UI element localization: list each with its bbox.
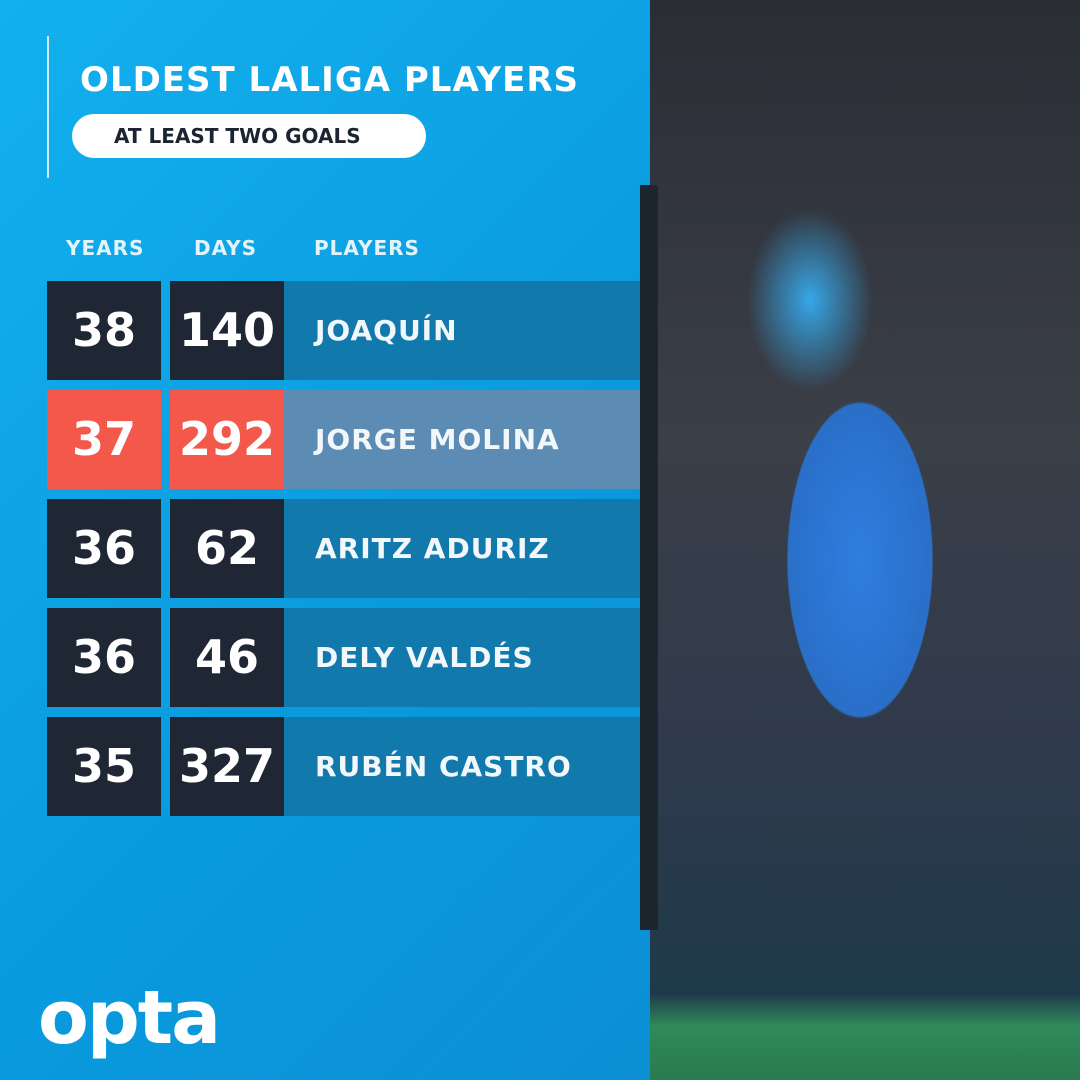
days-cell: 292 <box>170 390 284 489</box>
row-band <box>284 717 640 816</box>
header-years: YEARS <box>66 236 145 260</box>
player-name: ARITZ ADURIZ <box>315 532 550 565</box>
days-cell: 46 <box>170 608 284 707</box>
days-cell: 327 <box>170 717 284 816</box>
days-cell: 140 <box>170 281 284 380</box>
player-name: DELY VALDÉS <box>315 641 534 674</box>
years-cell: 36 <box>47 608 161 707</box>
header-days: DAYS <box>194 236 258 260</box>
opta-logo: opta <box>38 975 221 1061</box>
table-row: 37 292 JORGE MOLINA <box>47 390 640 489</box>
row-band <box>284 390 640 489</box>
header-players: PLAYERS <box>314 236 420 260</box>
player-name: RUBÉN CASTRO <box>315 750 572 783</box>
photo-edge-bar <box>640 185 658 930</box>
years-cell: 35 <box>47 717 161 816</box>
years-cell: 36 <box>47 499 161 598</box>
stats-panel: OLDEST LALIGA PLAYERS AT LEAST TWO GOALS… <box>0 0 650 1080</box>
player-name: JOAQUÍN <box>315 314 458 347</box>
table-row: 36 46 DELY VALDÉS <box>47 608 640 707</box>
player-name: JORGE MOLINA <box>315 423 560 456</box>
divider <box>47 36 49 178</box>
table-row: 36 62 ARITZ ADURIZ <box>47 499 640 598</box>
subtitle-pill: AT LEAST TWO GOALS <box>72 114 426 158</box>
table-row: 38 140 JOAQUÍN <box>47 281 640 380</box>
days-cell: 62 <box>170 499 284 598</box>
row-band <box>284 281 640 380</box>
table-row: 35 327 RUBÉN CASTRO <box>47 717 640 816</box>
years-cell: 38 <box>47 281 161 380</box>
title: OLDEST LALIGA PLAYERS <box>80 60 580 100</box>
player-celebration-photo <box>650 0 1080 1080</box>
row-band <box>284 608 640 707</box>
row-band <box>284 499 640 598</box>
years-cell: 37 <box>47 390 161 489</box>
